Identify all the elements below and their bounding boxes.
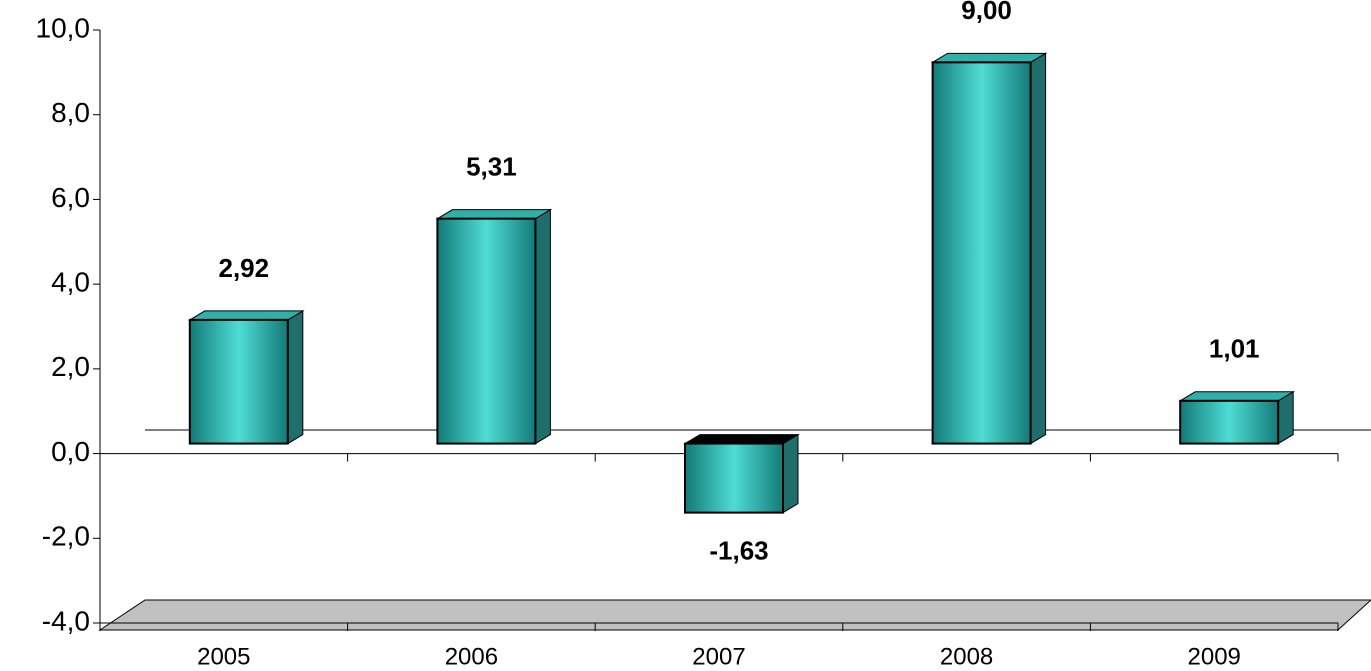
bar (684, 442, 784, 514)
value-label: -1,63 (709, 535, 768, 565)
bar-side (1030, 52, 1047, 445)
value-label: 1,01 (1209, 334, 1260, 364)
y-tick-label: 8,0 (51, 97, 90, 128)
bar-side (534, 208, 551, 445)
bar (1179, 399, 1280, 445)
bar-top (435, 209, 553, 220)
y-tick-label: 2,0 (51, 351, 90, 382)
y-tick-label: 0,0 (51, 436, 90, 467)
bar-side (287, 310, 304, 445)
bar-top (1178, 391, 1296, 402)
bar (436, 217, 537, 445)
y-tick-label: 4,0 (51, 267, 90, 298)
y-tick-label: -2,0 (42, 521, 90, 552)
floor (98, 599, 1371, 631)
value-label: 9,00 (961, 0, 1012, 25)
bar-top (930, 52, 1048, 63)
x-tick-label: 2007 (692, 643, 745, 670)
bar-top (683, 434, 800, 445)
x-tick-label: 2008 (940, 643, 993, 670)
bar (931, 61, 1032, 445)
bar-top (187, 310, 305, 321)
y-tick-label: 10,0 (36, 12, 91, 43)
value-label: 2,92 (218, 253, 269, 283)
bar-side (782, 433, 799, 514)
y-tick-label: 6,0 (51, 182, 90, 213)
x-tick-label: 2009 (1188, 643, 1241, 670)
bar (188, 318, 289, 445)
value-label: 5,31 (466, 152, 517, 182)
x-tick-label: 2005 (197, 643, 250, 670)
x-tick-label: 2006 (445, 643, 498, 670)
y-tick-label: -4,0 (42, 605, 90, 636)
